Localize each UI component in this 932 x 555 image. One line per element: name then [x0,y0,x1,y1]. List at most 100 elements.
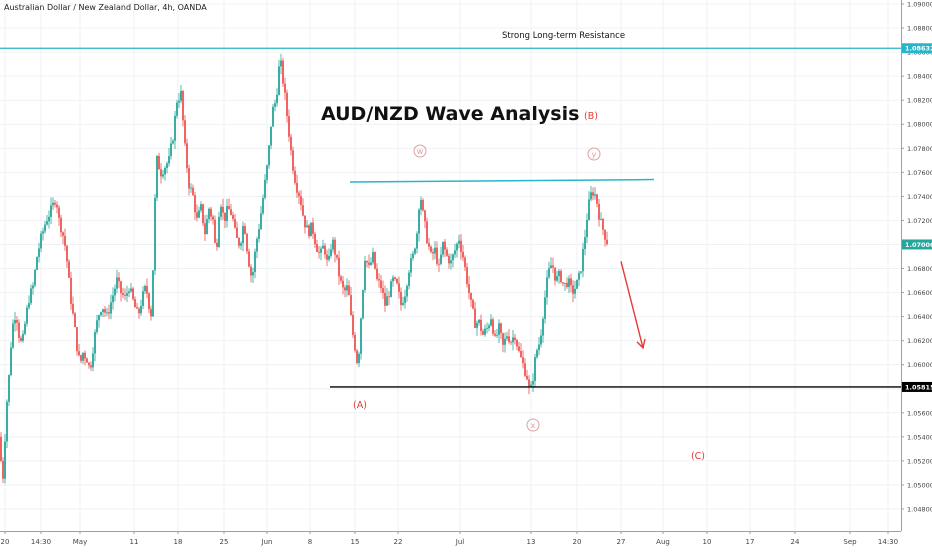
candle-body [414,248,416,254]
candle-body [282,60,284,84]
candle-body [574,288,576,294]
candle-body [124,294,126,296]
candle-body [34,269,36,286]
y-tick-label: 1.07800 [907,145,932,153]
candle-body [106,312,108,314]
candle-body [324,245,326,255]
candle-body [172,140,174,144]
candle-body [206,219,208,235]
resistance-price-tag [902,43,932,54]
candle-body [378,279,380,281]
candle-body [510,341,512,343]
candle-body [560,271,562,283]
candle-body [0,436,2,462]
candle-body [600,219,602,220]
candle-body [328,255,330,260]
candle-body [268,145,270,166]
candle-body [394,277,396,280]
candle-body [582,249,584,272]
candle-body [506,336,508,339]
candle-body [272,106,274,127]
x-tick-label: Jun [261,538,273,546]
time-axis[interactable]: 20 14:30 May 11 18 25 Jun 8 15 22 Jul 13 20 27 Aug 10 17… [0,531,901,546]
candle-body [350,295,352,316]
candle-body [362,290,364,319]
support-price-tag [902,381,932,392]
candle-body [376,268,378,280]
candle-body [68,261,70,278]
wave-label-w-circle [413,144,427,158]
candle-body [380,280,382,289]
candle-body [368,262,370,265]
candle-body [198,210,200,218]
candle-body [364,260,366,291]
candle-body [604,229,606,240]
candle-body [400,291,402,305]
candle-body [298,192,300,197]
candle-body [104,309,106,313]
candle-body [358,353,360,364]
candle-body [258,229,260,239]
analysis-title: AUD/NZD Wave Analysis [321,103,579,125]
candle-body [524,363,526,376]
candle-body [540,335,542,345]
x-tick-label: 18 [174,538,183,546]
candle-body [424,210,426,222]
candle-body [310,222,312,237]
candle-body [24,323,26,334]
candle-body [252,271,254,276]
candle-body [36,257,38,270]
candle-body [442,241,444,255]
candle-body [466,267,468,285]
candle-body [74,313,76,328]
candle-body [418,209,420,234]
wxy-top-trendline[interactable] [349,178,655,183]
candle-body [500,323,502,334]
candle-body [138,308,140,314]
candle-body [342,280,344,288]
candle-body [456,243,458,251]
x-tick-label: 11 [130,538,139,546]
candle-body [494,333,496,336]
candle-body [542,318,544,336]
candle-body [492,319,494,334]
candle-body [386,296,388,306]
candle-body [262,197,264,214]
candle-body [402,302,404,305]
candle-body [82,352,84,361]
candle-body [88,362,90,366]
candle-body [334,239,336,255]
x-tick-label: 17 [746,538,755,546]
price-axis[interactable]: 1.090001.088001.086001.084001.082001.080… [901,0,932,531]
candle-body [240,243,242,246]
candle-body [20,338,22,341]
candle-body [28,303,30,308]
candle-body [556,276,558,281]
candle-body [188,168,190,189]
candle-body [62,232,64,236]
candle-body [40,233,42,249]
wave-label-y: y [592,150,597,159]
candle-body [56,204,58,208]
candle-body [482,330,484,335]
candle-body [54,202,56,205]
candle-body [544,297,546,319]
candle-body [70,277,72,304]
candle-body [86,358,88,363]
projection-arrow [620,261,644,349]
candle-body [14,319,16,324]
candle-body [412,253,414,259]
candle-body [148,293,150,310]
candle-body [434,247,436,254]
candle-body [292,150,294,171]
candle-body [108,312,110,314]
candle-body [392,277,394,282]
candle-body [528,379,530,387]
candle-body [26,307,28,324]
candle-body [254,251,256,272]
y-tick-label: 1.07400 [907,193,932,201]
candle-body [66,245,68,262]
candle-body [530,384,532,387]
